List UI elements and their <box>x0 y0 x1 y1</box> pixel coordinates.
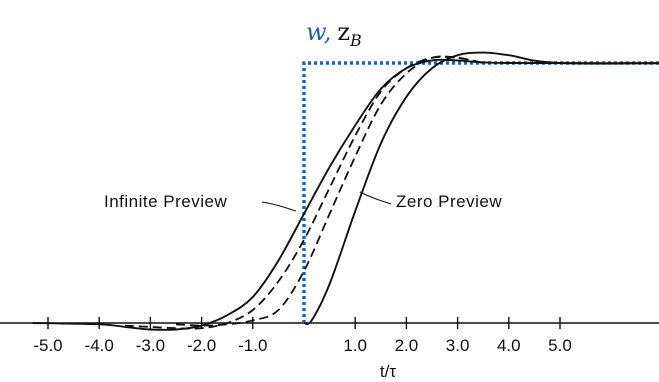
x-tick-label: 2.0 <box>395 336 419 355</box>
y-label-subscript: B <box>349 31 362 50</box>
x-axis-ticks: -5.0 -4.0 -3.0 -2.0 -1.0 1.0 2.0 3.0 4.0 5.0 <box>33 317 572 355</box>
x-tick-label: 3.0 <box>446 336 470 355</box>
x-tick-label: -3.0 <box>136 336 165 355</box>
step-input-line <box>302 61 659 323</box>
response-curve-1 <box>32 58 659 331</box>
response-curve-4 <box>303 51 659 325</box>
x-tick-label: -5.0 <box>33 336 62 355</box>
infinite-preview-leader <box>261 201 297 212</box>
x-tick-label: 4.0 <box>497 336 521 355</box>
infinite-preview-label: Infinite Preview <box>104 192 227 211</box>
x-tick-label: 5.0 <box>548 336 572 355</box>
x-axis-label: t/τ <box>380 362 396 381</box>
zero-preview-leader <box>359 191 392 205</box>
x-tick-label: -4.0 <box>85 336 114 355</box>
x-tick-label: 1.0 <box>343 336 367 355</box>
x-tick-label: -1.0 <box>238 336 267 355</box>
y-label-z: z <box>337 18 350 46</box>
y-axis-label: w, zB <box>306 18 362 50</box>
x-tick-label: -2.0 <box>187 336 216 355</box>
response-curve-3 <box>175 55 484 327</box>
series-layer <box>32 51 659 331</box>
y-label-comma: , <box>324 18 332 46</box>
zero-preview-label: Zero Preview <box>396 192 502 211</box>
y-label-w: w <box>306 18 327 46</box>
response-curve-2 <box>124 55 484 330</box>
